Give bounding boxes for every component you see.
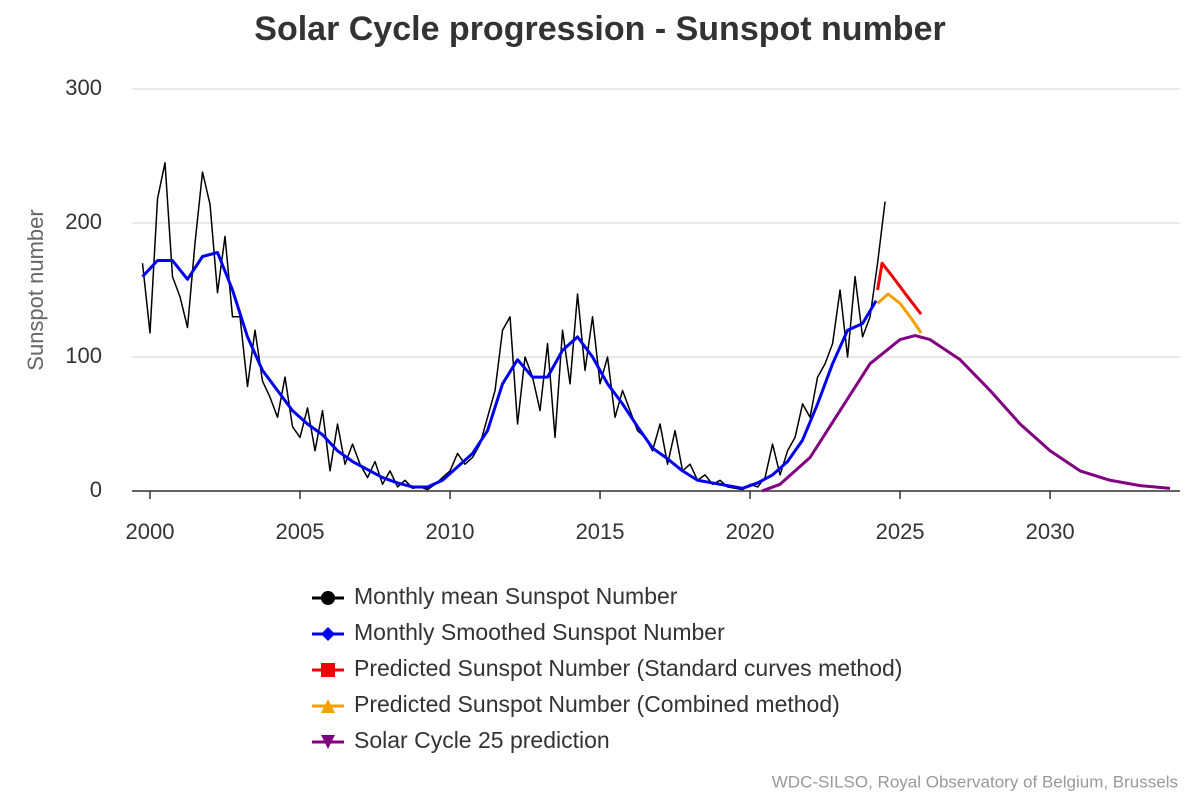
x-tick-label: 2020: [726, 519, 775, 544]
series-line: [876, 292, 923, 334]
x-tick-label: 2010: [426, 519, 475, 544]
legend-label: Predicted Sunspot Number (Combined metho…: [354, 691, 840, 717]
source-credit: WDC-SILSO, Royal Observatory of Belgium,…: [772, 772, 1178, 791]
legend-label: Predicted Sunspot Number (Standard curve…: [354, 655, 902, 681]
legend-marker: [321, 627, 335, 641]
y-axis-label: Sunspot number: [23, 209, 48, 370]
chart-title: Solar Cycle progression - Sunspot number: [254, 10, 945, 48]
y-tick-label: 300: [65, 75, 102, 100]
legend-label: Solar Cycle 25 prediction: [354, 727, 610, 753]
legend-label: Monthly mean Sunspot Number: [354, 583, 678, 609]
series-line: [876, 261, 923, 316]
series-line: [141, 250, 878, 490]
y-tick-label: 0: [90, 477, 102, 502]
x-tick-label: 2000: [126, 519, 175, 544]
x-tick-label: 2025: [876, 519, 925, 544]
legend-label: Monthly Smoothed Sunspot Number: [354, 619, 725, 645]
x-tick-label: 2030: [1026, 519, 1075, 544]
series-line: [141, 161, 886, 491]
legend-marker: [321, 591, 335, 605]
legend-marker: [321, 699, 335, 713]
legend-marker: [321, 663, 335, 677]
x-tick-label: 2005: [276, 519, 325, 544]
y-tick-label: 200: [65, 209, 102, 234]
legend-marker: [321, 735, 335, 749]
y-tick-label: 100: [65, 343, 102, 368]
series-line: [761, 334, 1171, 493]
x-tick-label: 2015: [576, 519, 625, 544]
